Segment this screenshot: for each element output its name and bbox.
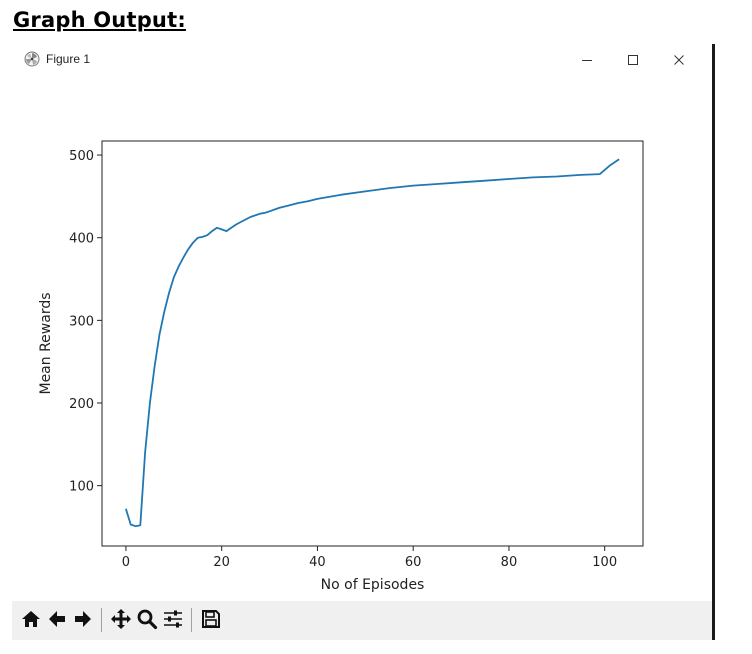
x-tick-label: 0 xyxy=(122,555,130,570)
x-tick-label: 20 xyxy=(213,555,230,570)
floppy-disk-icon xyxy=(202,610,220,628)
save-button[interactable] xyxy=(198,605,224,633)
line-chart: 0 20 40 60 80 100 100 200 300 400 500 No of Episo… xyxy=(38,140,644,593)
close-button[interactable] xyxy=(656,44,702,76)
maximize-button[interactable] xyxy=(610,44,656,76)
magnifier-icon xyxy=(137,609,158,630)
toolbar-separator xyxy=(101,608,102,632)
home-button[interactable] xyxy=(18,605,44,633)
y-axis-ticks: 100 200 300 400 500 xyxy=(69,149,102,495)
y-tick-label: 100 xyxy=(69,480,94,495)
maximize-icon xyxy=(628,55,638,65)
x-axis-ticks: 0 20 40 60 80 100 xyxy=(122,546,617,570)
sliders-icon xyxy=(164,610,182,628)
axes-frame xyxy=(101,140,644,547)
move-icon xyxy=(111,609,131,629)
figure-canvas[interactable]: 0 20 40 60 80 100 100 200 300 400 500 No of Episo… xyxy=(12,76,712,601)
navigation-toolbar xyxy=(12,601,712,640)
window-titlebar[interactable]: Figure 1 xyxy=(12,44,712,76)
home-icon xyxy=(22,611,40,627)
x-tick-label: 80 xyxy=(501,555,518,570)
x-tick-label: 60 xyxy=(405,555,422,570)
window-title: Figure 1 xyxy=(46,52,91,66)
zoom-button[interactable] xyxy=(134,605,160,633)
forward-button[interactable] xyxy=(70,605,96,633)
y-axis-label: Mean Rewards xyxy=(38,292,54,394)
x-tick-label: 100 xyxy=(592,555,617,570)
back-button[interactable] xyxy=(44,605,70,633)
page-heading: Graph Output: xyxy=(13,8,186,32)
pan-button[interactable] xyxy=(108,605,134,633)
y-tick-label: 500 xyxy=(69,149,94,164)
toolbar-separator xyxy=(191,608,192,632)
configure-subplots-button[interactable] xyxy=(160,605,186,633)
arrow-right-icon xyxy=(75,611,91,627)
minimize-icon xyxy=(582,60,592,61)
y-tick-label: 400 xyxy=(69,232,94,247)
figure-window: Figure 1 0 20 40 60 80 100 100 200 300 400 500 No… xyxy=(12,44,715,640)
y-tick-label: 200 xyxy=(69,397,94,412)
close-icon xyxy=(674,55,684,65)
minimize-button[interactable] xyxy=(564,44,610,76)
y-tick-label: 300 xyxy=(69,314,94,329)
x-axis-label: No of Episodes xyxy=(321,577,425,593)
arrow-left-icon xyxy=(49,611,65,627)
x-tick-label: 40 xyxy=(309,555,326,570)
series-line xyxy=(125,158,620,528)
matplotlib-logo-icon xyxy=(24,51,40,67)
